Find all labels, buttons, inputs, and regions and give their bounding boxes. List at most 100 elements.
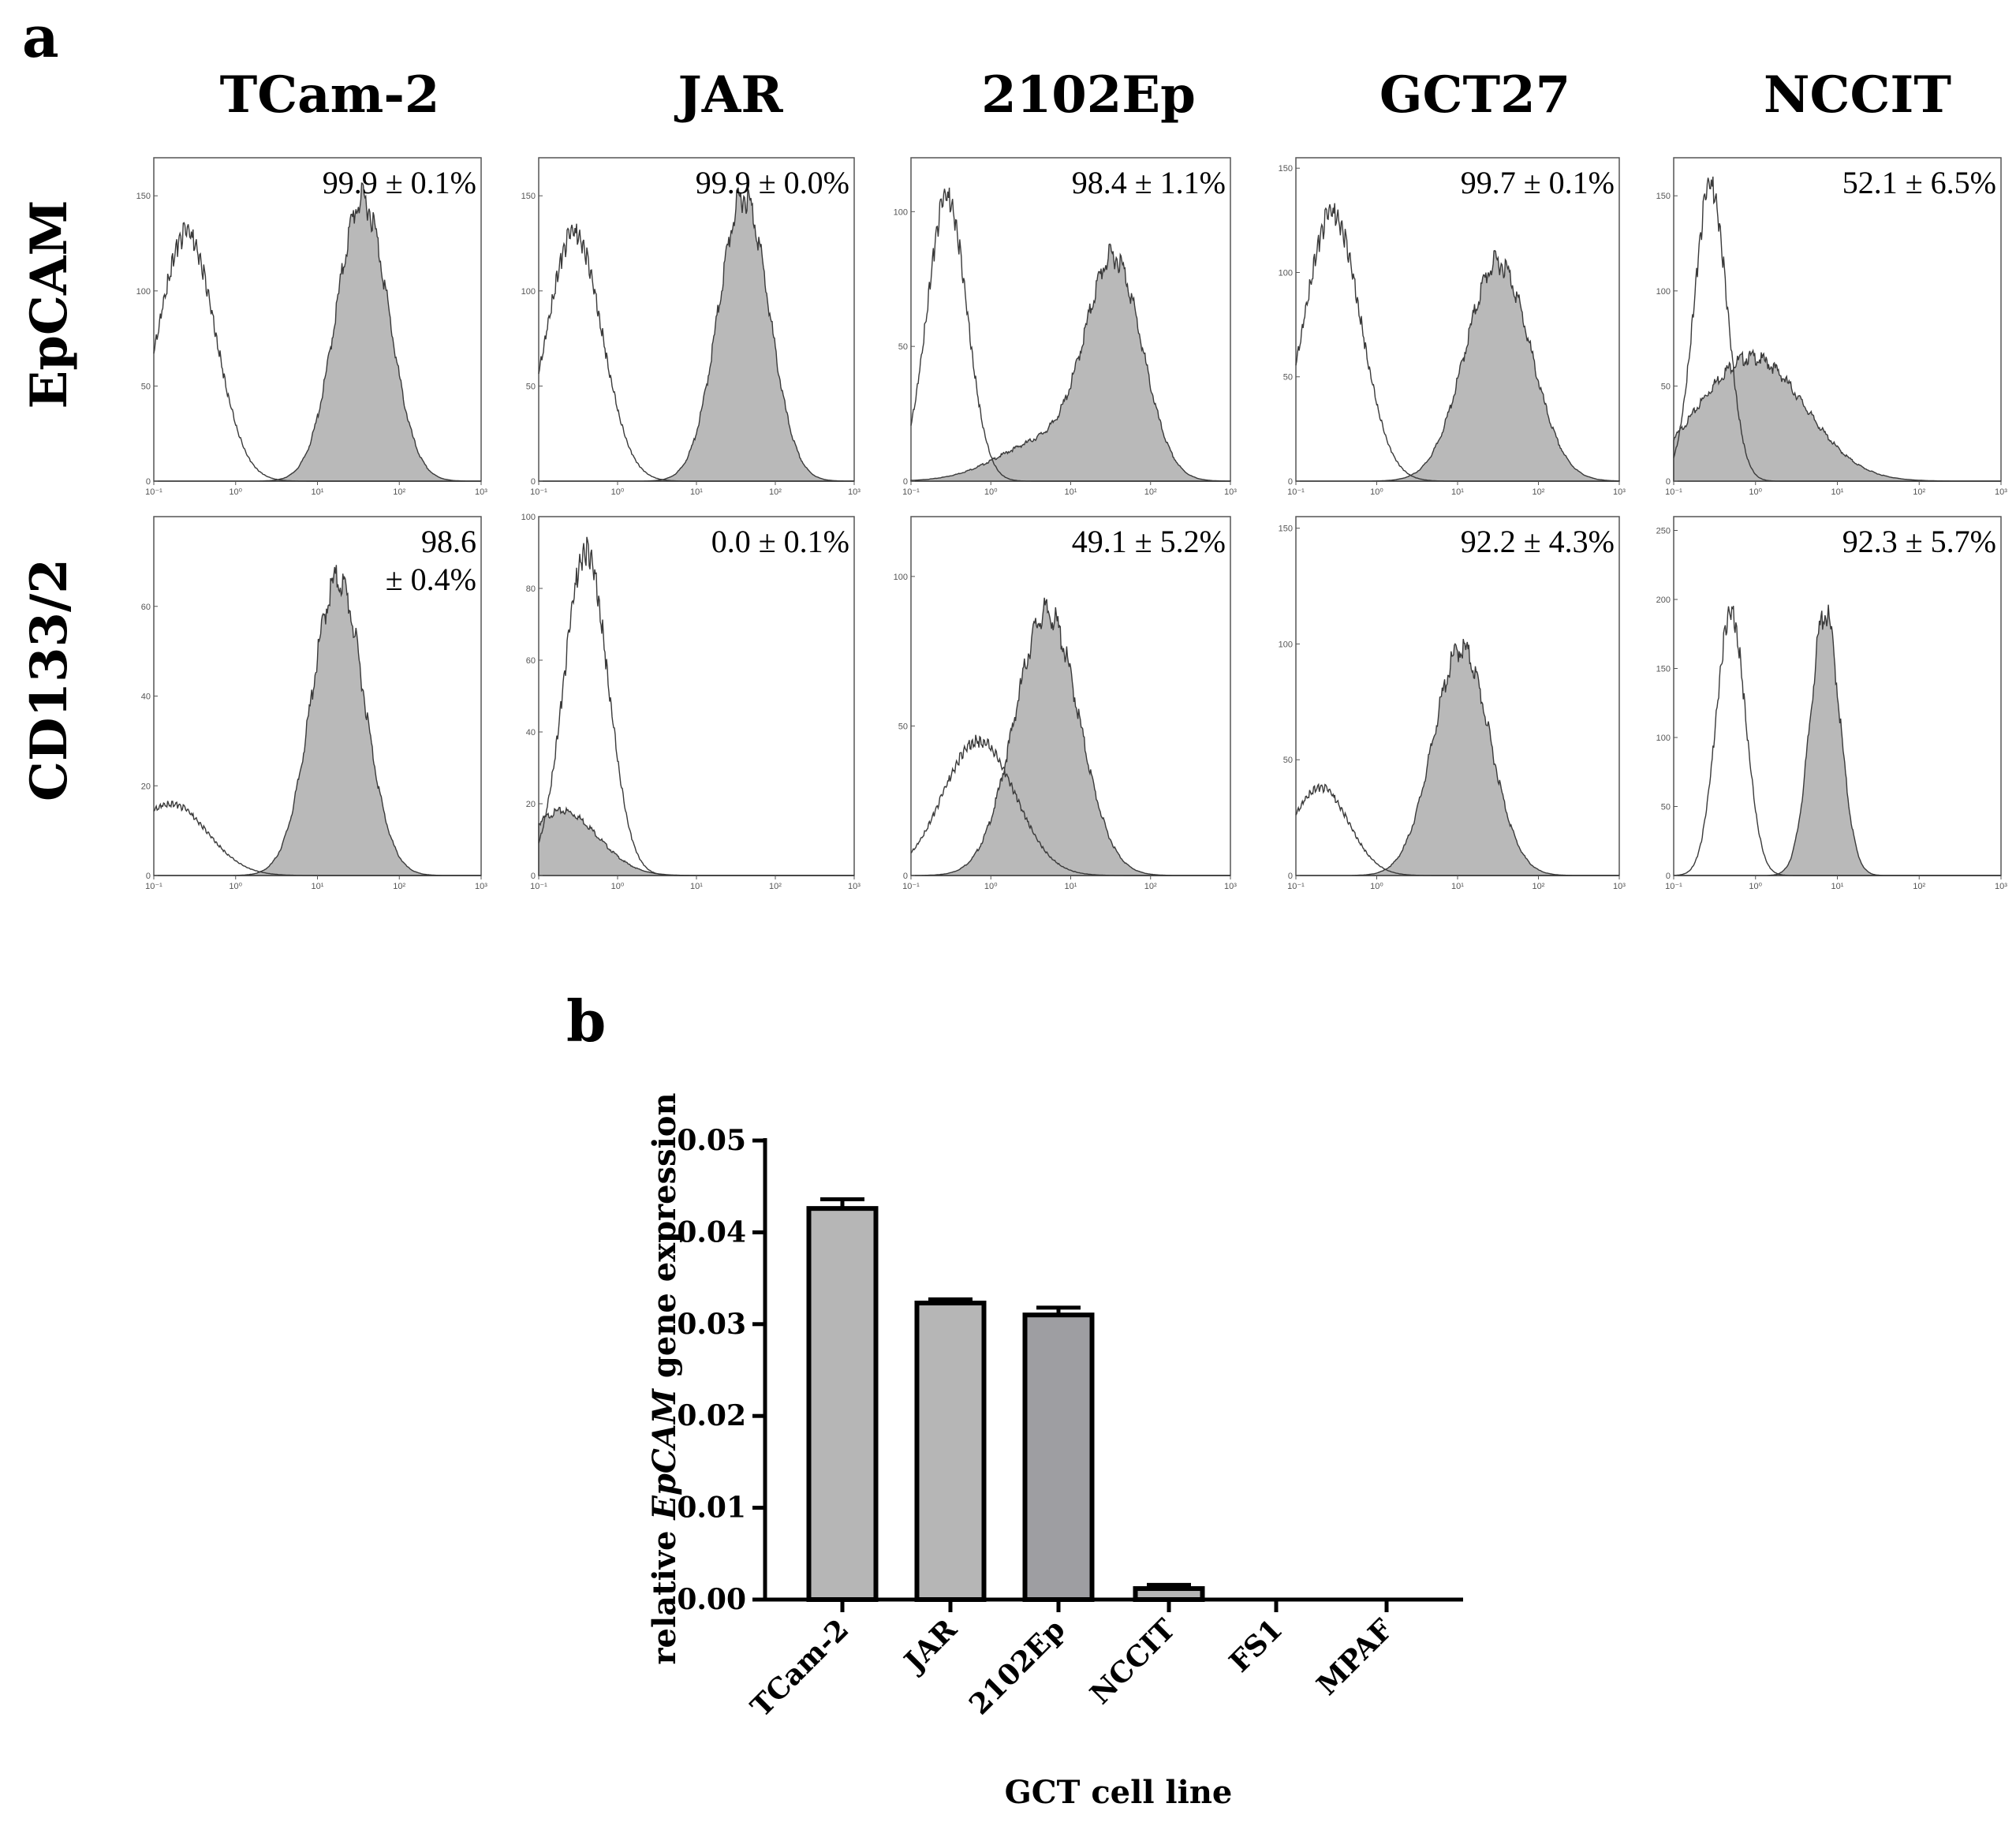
y-tick-label: 100 <box>894 573 908 582</box>
y-tick-label: 50 <box>526 382 536 391</box>
x-tick-label: 10¹ <box>1065 882 1077 891</box>
x-tick-label: 10⁰ <box>1749 882 1762 891</box>
x-tick-label: 10³ <box>1613 487 1626 497</box>
x-tick-label: 10⁰ <box>229 882 242 891</box>
x-tick-label: 10⁻¹ <box>1287 487 1305 497</box>
histogram-CD133/2-NCCIT: 0 50 100 150 200 250 10⁻¹ 10⁰ 10¹ 10² 10³ 92.3 ± 5.… <box>1656 516 2007 891</box>
y-tick-label: 50 <box>1283 373 1293 383</box>
y-tick-label: 100 <box>521 287 536 297</box>
bar-JAR <box>914 1301 987 1602</box>
stained-histogram <box>539 186 854 482</box>
x-tick-label-MPAF: MPAF <box>1310 1612 1399 1701</box>
x-tick-label: 10³ <box>1613 882 1626 891</box>
histogram-grid: TCam-2 JAR 2102Ep GCT27 NCCIT EpCAM CD133/2 0 50… <box>20 65 2007 891</box>
y-tick-label: 50 <box>1661 803 1671 812</box>
x-tick-label: 10² <box>1533 882 1545 891</box>
y-tick-label: 50 <box>898 722 908 731</box>
y-tick-label: 0 <box>1666 477 1671 487</box>
x-tick-label: 10¹ <box>312 487 324 497</box>
y-tick-label: 200 <box>1656 596 1671 605</box>
row-title-CD133/2: CD133/2 <box>20 558 79 801</box>
y-tick-label: 100 <box>136 287 151 297</box>
x-tick-label: 10⁰ <box>611 882 625 891</box>
percent-label: 99.9 ± 0.1% <box>323 165 476 200</box>
x-tick-label: 10³ <box>1995 487 2007 497</box>
x-tick-label: 10² <box>1913 882 1925 891</box>
x-tick-label-JAR: JAR <box>897 1612 965 1680</box>
x-tick-label-2102Ep: 2102Ep <box>963 1613 1072 1722</box>
y-tick-label: 150 <box>1656 665 1671 674</box>
y-tick-label: 0.00 <box>677 1583 746 1616</box>
percent-label: 98.6 <box>421 524 476 559</box>
x-tick-label: 10⁰ <box>984 487 998 497</box>
y-tick-label: 0 <box>531 872 536 881</box>
y-tick-label: 100 <box>894 207 908 217</box>
x-axis-title: GCT cell line <box>1005 1774 1233 1811</box>
x-tick-label: 10² <box>393 882 405 891</box>
y-tick-label: 150 <box>1279 164 1293 174</box>
x-tick-label: 10⁻¹ <box>1287 882 1305 891</box>
y-tick-label: 250 <box>1656 527 1671 536</box>
x-tick-label: 10⁻¹ <box>530 882 547 891</box>
x-tick-label: 10⁻¹ <box>1665 882 1682 891</box>
y-axis-title-part: gene expression <box>646 1092 683 1389</box>
y-tick-label: 0 <box>1288 872 1293 881</box>
x-tick-label: 10⁰ <box>1370 487 1383 497</box>
y-tick-label: 150 <box>521 192 536 201</box>
bar-TCam-2 <box>806 1206 879 1602</box>
y-tick-label: 50 <box>1661 382 1671 391</box>
histogram-CD133/2-JAR: 0 20 40 60 80 100 10⁻¹ 10⁰ 10¹ 10² 10³ 0.0 ± 0.1% <box>521 513 861 891</box>
y-tick-label: 50 <box>1283 756 1293 765</box>
stained-histogram <box>154 565 481 876</box>
y-tick-label: 80 <box>526 584 536 594</box>
y-tick-label: 0 <box>1666 872 1671 881</box>
y-tick-label: 150 <box>1656 192 1671 201</box>
column-title-NCCIT: NCCIT <box>1764 65 1951 125</box>
percent-label: 92.3 ± 5.7% <box>1842 524 1996 559</box>
x-tick-label: 10⁰ <box>1749 487 1762 497</box>
y-tick-label: 0.04 <box>677 1215 746 1249</box>
x-tick-label: 10² <box>1913 487 1925 497</box>
histogram-EpCAM-TCam-2: 0 50 100 150 10⁻¹ 10⁰ 10¹ 10² 10³ 99.9 ± 0.1% <box>136 157 487 497</box>
x-tick-label: 10¹ <box>1831 882 1844 891</box>
panel-a-label: a <box>22 3 59 70</box>
y-tick-label: 50 <box>898 342 908 352</box>
x-tick-label: 10³ <box>1224 487 1237 497</box>
x-tick-label: 10¹ <box>690 487 703 497</box>
x-tick-label: 10⁻¹ <box>145 487 162 497</box>
x-tick-label: 10² <box>769 882 782 891</box>
stained-histogram <box>154 182 481 482</box>
histogram-EpCAM-NCCIT: 0 50 100 150 10⁻¹ 10⁰ 10¹ 10² 10³ 52.1 ± 6.5% <box>1656 157 2007 497</box>
percent-label: 52.1 ± 6.5% <box>1842 165 1996 200</box>
percent-label: 92.2 ± 4.3% <box>1461 524 1615 559</box>
x-tick-label: 10² <box>393 487 405 497</box>
row-title-EpCAM: EpCAM <box>20 200 79 409</box>
x-tick-label: 10³ <box>1224 882 1237 891</box>
y-tick-label: 0 <box>903 477 908 487</box>
percent-label: 98.4 ± 1.1% <box>1072 165 1226 200</box>
x-tick-label-FS1: FS1 <box>1223 1613 1289 1679</box>
histogram-CD133/2-TCam-2: 0 20 40 60 10⁻¹ 10⁰ 10¹ 10² 10³ 98.6± 0.4% <box>141 516 487 891</box>
y-tick-label: 0 <box>1288 477 1293 487</box>
y-tick-label: 0.02 <box>677 1399 746 1432</box>
x-tick-label: 10⁻¹ <box>902 882 920 891</box>
x-tick-label: 10² <box>1533 487 1545 497</box>
x-tick-label: 10⁻¹ <box>1665 487 1682 497</box>
stained-histogram <box>1296 249 1620 482</box>
x-tick-label: 10¹ <box>690 882 703 891</box>
histogram-EpCAM-JAR: 0 50 100 150 10⁻¹ 10⁰ 10¹ 10² 10³ 99.9 ± 0.0% <box>521 157 861 497</box>
panel-b-label: b <box>566 988 606 1055</box>
control-histogram <box>910 734 1230 876</box>
x-tick-label: 10² <box>1144 882 1157 891</box>
histogram-frame <box>538 516 855 876</box>
x-tick-label: 10⁻¹ <box>530 487 547 497</box>
y-tick-label: 60 <box>526 656 536 666</box>
y-tick-label: 0 <box>146 872 151 881</box>
y-tick-label: 100 <box>1656 287 1671 297</box>
x-tick-label: 10³ <box>848 487 861 497</box>
x-tick-label: 10⁻¹ <box>902 487 920 497</box>
x-tick-label-TCam-2: TCam-2 <box>745 1613 856 1724</box>
y-tick-label: 20 <box>526 800 536 809</box>
x-tick-label: 10³ <box>475 487 487 497</box>
histogram-CD133/2-2102Ep: 0 50 100 10⁻¹ 10⁰ 10¹ 10² 10³ 49.1 ± 5.2% <box>894 516 1237 891</box>
